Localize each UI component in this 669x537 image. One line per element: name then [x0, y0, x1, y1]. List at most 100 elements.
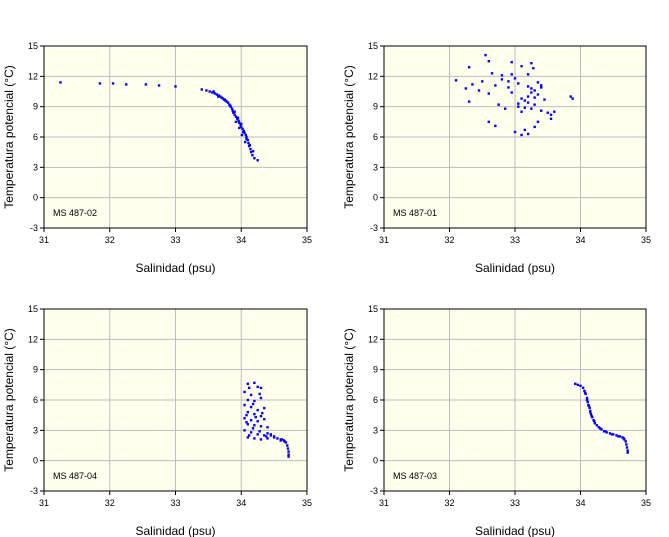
y-axis-title: Temperatura potencial (°C) — [2, 65, 16, 209]
data-point — [477, 89, 481, 92]
data-point — [256, 385, 259, 389]
data-point — [494, 84, 497, 87]
y-tick-label: -3 — [370, 486, 378, 496]
data-point — [487, 59, 490, 63]
data-point — [246, 138, 250, 142]
data-point — [237, 119, 240, 123]
panel-ms-487-03: 31 32 33 34 35 -3 0 3 6 9 12 15 Salinidad (psu) Tempe… — [342, 304, 651, 537]
data-point — [598, 427, 602, 430]
data-point — [526, 95, 530, 98]
data-point — [233, 113, 236, 116]
y-tick-label: -3 — [370, 223, 378, 233]
y-tick-label: 15 — [368, 41, 378, 51]
data-point — [243, 403, 246, 407]
data-point — [520, 110, 523, 113]
y-tick-label: 9 — [33, 365, 38, 375]
data-point — [546, 111, 549, 114]
data-point — [215, 93, 219, 96]
data-point — [208, 90, 211, 93]
data-point — [245, 137, 248, 141]
data-point — [247, 386, 251, 390]
y-tick-label: 3 — [373, 425, 378, 435]
data-point — [269, 434, 273, 437]
data-point — [243, 131, 246, 135]
data-point — [286, 444, 289, 447]
data-point — [576, 383, 580, 387]
data-point — [245, 421, 248, 424]
y-tick-label: 15 — [368, 304, 378, 314]
data-point — [226, 101, 230, 104]
data-point — [256, 159, 259, 162]
data-point — [588, 406, 591, 410]
y-tick-label: 6 — [373, 132, 378, 142]
data-point — [487, 92, 490, 95]
data-point — [231, 109, 234, 112]
x-tick-label: 35 — [302, 498, 312, 508]
data-point — [507, 86, 510, 89]
y-tick-label: 9 — [33, 102, 38, 112]
data-point — [144, 83, 148, 86]
data-point — [253, 412, 256, 416]
data-point — [59, 81, 62, 84]
x-tick-label: 33 — [510, 498, 520, 508]
data-point — [510, 73, 513, 76]
data-point — [513, 77, 517, 80]
data-point — [242, 130, 245, 134]
data-point — [258, 392, 261, 396]
data-point — [253, 424, 256, 427]
x-tick-label: 34 — [575, 235, 585, 245]
data-point — [597, 426, 601, 429]
data-point — [253, 381, 256, 385]
data-point — [249, 431, 253, 434]
data-point — [540, 109, 543, 112]
x-tick-label: 32 — [444, 235, 454, 245]
data-point — [263, 406, 266, 410]
panel-ms-487-01: 31 32 33 34 35 -3 0 3 6 9 12 15 Salinidad (psu) Tempe… — [342, 41, 651, 275]
data-point — [593, 420, 596, 423]
data-point — [263, 418, 266, 421]
x-axis-title: Salinidad (psu) — [135, 524, 215, 537]
data-point — [263, 434, 266, 437]
data-point — [608, 432, 612, 435]
data-point — [626, 451, 629, 454]
data-point — [251, 149, 255, 153]
x-axis-title: Salinidad (psu) — [475, 261, 555, 275]
x-tick-label: 35 — [302, 235, 312, 245]
data-point — [549, 117, 553, 120]
data-point — [543, 98, 546, 101]
data-point — [590, 414, 593, 418]
panel-ms-487-04: 31 32 33 34 35 -3 0 3 6 9 12 15 Salinidad (psu) Tempe… — [2, 304, 312, 537]
data-point — [520, 65, 523, 68]
data-point — [249, 419, 253, 422]
station-label: MS 487-04 — [53, 471, 97, 481]
data-point — [494, 124, 497, 128]
data-point — [205, 89, 208, 92]
data-point — [617, 435, 620, 438]
data-point — [238, 126, 241, 130]
data-point — [265, 435, 268, 438]
data-point — [530, 91, 533, 94]
data-point — [243, 140, 247, 144]
data-point — [243, 429, 246, 432]
data-point — [213, 92, 217, 95]
data-point — [553, 110, 556, 113]
data-point — [211, 91, 214, 94]
data-point — [234, 115, 238, 118]
data-point — [251, 154, 254, 157]
data-point — [625, 446, 629, 449]
data-point — [249, 150, 253, 154]
data-point — [243, 417, 246, 420]
data-point — [510, 60, 513, 64]
y-tick-label: -3 — [30, 486, 38, 496]
data-point — [536, 93, 540, 96]
data-point — [249, 393, 253, 397]
data-point — [503, 107, 507, 110]
y-tick-label: 12 — [368, 71, 378, 81]
data-point — [200, 88, 203, 91]
data-point — [583, 389, 586, 393]
data-point — [230, 107, 234, 110]
data-point — [287, 450, 290, 453]
y-tick-label: 6 — [33, 132, 38, 142]
y-tick-label: 12 — [28, 334, 38, 344]
data-point — [243, 390, 246, 394]
